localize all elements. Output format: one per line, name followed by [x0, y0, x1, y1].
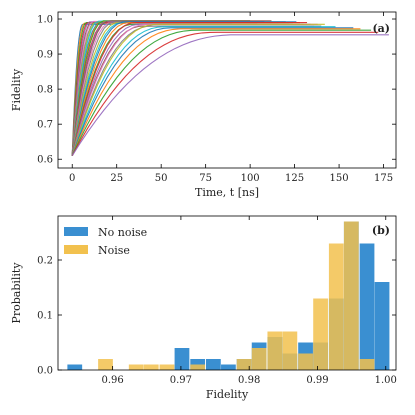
x-tick-label: 1.00 [375, 375, 397, 386]
fidelity-curve [71, 25, 315, 156]
x-tick-label: 75 [199, 173, 212, 184]
histogram-bar-no-noise [221, 364, 236, 370]
histogram-bar-no-noise [174, 348, 190, 370]
histogram-bar-no-noise [206, 359, 221, 370]
fidelity-curve [71, 21, 300, 156]
histogram-bar-noise [159, 364, 175, 370]
fidelity-curve [71, 23, 325, 156]
x-tick-label: 0.97 [170, 375, 192, 386]
fidelity-curve [71, 34, 389, 157]
x-tick-label: 25 [110, 173, 123, 184]
x-tick-label: 150 [330, 173, 349, 184]
fidelity-curve [71, 26, 336, 156]
y-tick-label: 0.2 [37, 256, 53, 267]
fidelity-curve [71, 29, 372, 156]
x-tick-label: 0 [69, 173, 75, 184]
y-tick-label: 0.1 [37, 311, 53, 322]
panel-a-frame [57, 11, 397, 169]
panel-a: 0 25 50 75 100 125 150 175 0.6 0.7 0.8 0.9 1.0 (a) T… [10, 11, 397, 199]
histogram-bar-no-noise [359, 243, 375, 370]
histogram-bar-no-noise [374, 282, 390, 370]
x-tick-label: 0.98 [238, 375, 260, 386]
histogram-bar-no-noise [67, 364, 83, 370]
y-tick-label: 0.8 [37, 85, 53, 96]
histogram-bar-noise [298, 353, 313, 370]
histogram-bar-noise [143, 364, 159, 370]
legend-label-no-noise: No noise [98, 226, 147, 239]
panel-b-frame [57, 215, 397, 371]
panel-b-label: (b) [372, 224, 390, 237]
x-tick-label: 0.96 [101, 375, 123, 386]
x-tick-label: 175 [374, 173, 393, 184]
histogram-bar-noise [98, 359, 113, 370]
histogram-bar-noise [343, 221, 359, 370]
panel-a-ticks: 0 25 50 75 100 125 150 175 0.6 0.7 0.8 0.9 1.0 [37, 12, 396, 184]
fidelity-curve [71, 23, 112, 156]
x-tick-label: 125 [285, 173, 304, 184]
histogram-bar-noise [236, 359, 252, 370]
fidelity-curve [71, 21, 308, 156]
legend: No noise Noise [64, 226, 147, 257]
histogram-bar-noise [313, 298, 328, 370]
panel-a-label: (a) [372, 22, 390, 35]
y-tick-label: 0.9 [37, 50, 53, 61]
x-tick-label: 0.99 [306, 375, 328, 386]
fidelity-curve [71, 27, 354, 156]
y-tick-label: 1.0 [37, 15, 53, 26]
panel-b-xlabel: Fidelity [206, 388, 249, 401]
legend-swatch-noise [64, 245, 88, 254]
legend-swatch-no-noise [64, 227, 88, 236]
fidelity-curve [71, 21, 297, 156]
legend-label-noise: Noise [98, 244, 130, 257]
fidelity-curve [71, 20, 272, 156]
x-tick-label: 50 [155, 173, 168, 184]
histogram-bar-noise [359, 359, 375, 370]
panel-a-ylabel: Fidelity [10, 68, 23, 111]
fidelity-curve [71, 31, 379, 156]
fidelity-curves [71, 20, 389, 157]
panel-b: 0.96 0.97 0.98 0.99 1.00 0.0 0.1 0.2 (b) Fideli… [10, 215, 397, 401]
histogram-bar-noise [190, 364, 206, 370]
histogram-bar-noise [251, 348, 267, 370]
y-tick-label: 0.0 [37, 366, 53, 377]
y-tick-label: 0.6 [37, 155, 53, 166]
fidelity-curve [71, 23, 304, 156]
histogram-bars [67, 221, 390, 370]
histogram-bar-noise [128, 364, 144, 370]
fidelity-curve [71, 25, 322, 156]
panel-b-ticks: 0.96 0.97 0.98 0.99 1.00 0.0 0.1 0.2 [37, 216, 397, 386]
y-tick-label: 0.7 [37, 120, 53, 131]
fidelity-curve [71, 28, 361, 156]
x-tick-label: 100 [241, 173, 260, 184]
panel-b-ylabel: Probability [10, 262, 23, 324]
panel-a-xlabel: Time, t [ns] [195, 186, 259, 199]
histogram-bar-noise [282, 331, 298, 370]
histogram-bar-noise [328, 243, 344, 370]
histogram-bar-noise [267, 331, 283, 370]
